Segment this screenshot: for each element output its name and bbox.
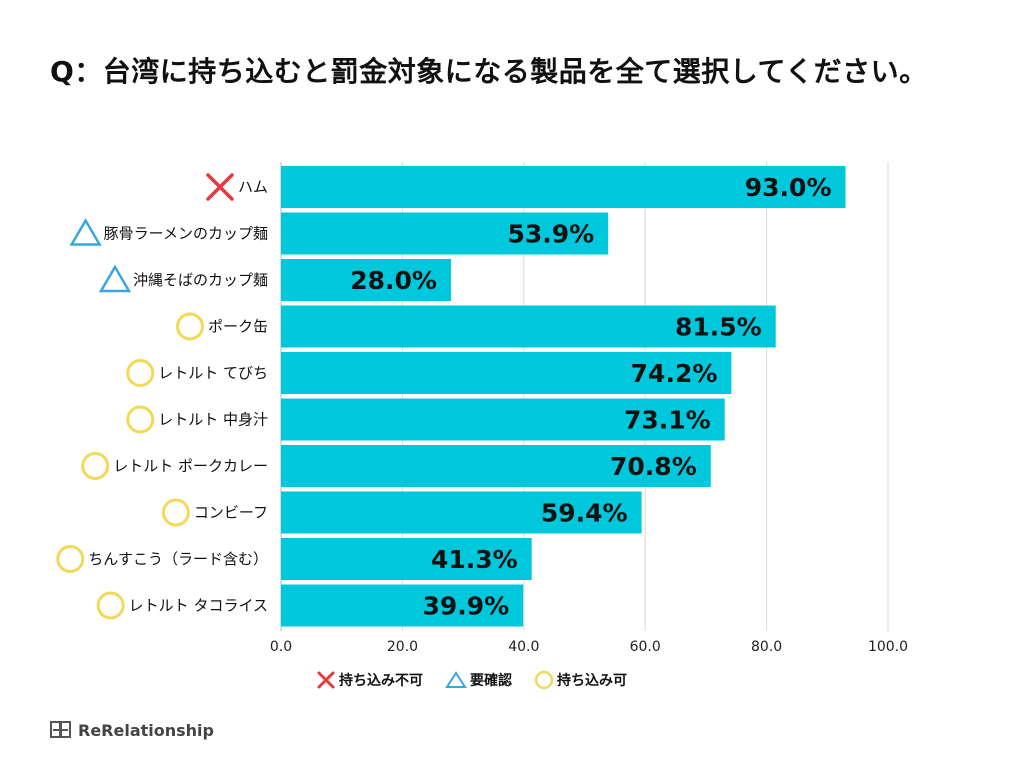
triangle-icon — [98, 264, 132, 293]
category-label: ちんすこう（ラード含む） — [88, 550, 268, 568]
circle-icon — [161, 498, 190, 527]
x-tick-label: 80.0 — [751, 639, 782, 655]
x-tick-label: 0.0 — [270, 639, 292, 655]
legend-label-circle: 持ち込み可 — [557, 673, 627, 689]
triangle-icon — [69, 218, 102, 246]
circle-icon — [126, 405, 155, 434]
category-label: ハム — [238, 178, 268, 196]
category-label: レトルト タコライス — [129, 597, 268, 615]
bar — [281, 212, 609, 255]
bar — [281, 259, 451, 301]
data-label: 28.0% — [350, 266, 437, 295]
cross-icon — [317, 671, 335, 689]
category-label: レトルト 中身汁 — [158, 411, 268, 429]
x-tick-label: 20.0 — [387, 639, 418, 655]
brand: ReRelationship — [50, 720, 214, 740]
category-label: 沖縄そばのカップ麺 — [133, 271, 268, 289]
legend-label-cross: 持ち込み不可 — [339, 673, 423, 689]
category-label: ポーク缶 — [208, 318, 268, 336]
rerelationship-logo-icon — [50, 721, 71, 738]
category-label: レトルト てびち — [158, 364, 268, 382]
x-tick-label: 60.0 — [630, 639, 661, 655]
data-label: 74.2% — [631, 359, 718, 388]
bar — [281, 584, 524, 627]
legend-item-circle: 持ち込み可 — [534, 670, 627, 690]
cross-icon — [206, 173, 234, 201]
data-label: 73.1% — [624, 406, 711, 435]
circle-icon — [175, 312, 204, 341]
x-tick-label: 100.0 — [868, 639, 908, 655]
legend: 持ち込み不可 要確認 持ち込み可 — [316, 670, 627, 690]
data-label: 53.9% — [507, 220, 594, 249]
x-tick-label: 40.0 — [508, 639, 539, 655]
circle-icon — [126, 359, 155, 387]
legend-label-triangle: 要確認 — [470, 673, 512, 689]
bar — [281, 445, 711, 487]
brand-name: ReRelationship — [78, 720, 214, 740]
circle-icon — [534, 670, 554, 690]
data-label: 81.5% — [675, 313, 762, 342]
circle-icon — [96, 591, 125, 620]
category-label: 豚骨ラーメンのカップ麺 — [104, 225, 268, 243]
bar — [281, 305, 776, 348]
data-label: 59.4% — [541, 499, 628, 528]
circle-icon — [56, 545, 85, 573]
bar — [281, 398, 725, 441]
data-label: 39.9% — [422, 592, 509, 621]
bar — [281, 491, 642, 534]
bar — [281, 538, 532, 580]
circle-icon — [81, 452, 110, 480]
bar — [281, 352, 732, 394]
category-label: レトルト ポークカレー — [113, 457, 268, 475]
data-label: 41.3% — [431, 545, 518, 574]
legend-item-triangle: 要確認 — [445, 670, 512, 690]
data-label: 70.8% — [610, 452, 697, 481]
chart-title: Q：台湾に持ち込むと罰金対象になる製品を全て選択してください。 — [50, 55, 928, 88]
data-label: 93.0% — [745, 173, 832, 202]
bar — [281, 166, 846, 208]
triangle-icon — [445, 671, 467, 688]
category-label: コンビーフ — [194, 504, 268, 522]
legend-item-cross: 持ち込み不可 — [316, 670, 423, 690]
